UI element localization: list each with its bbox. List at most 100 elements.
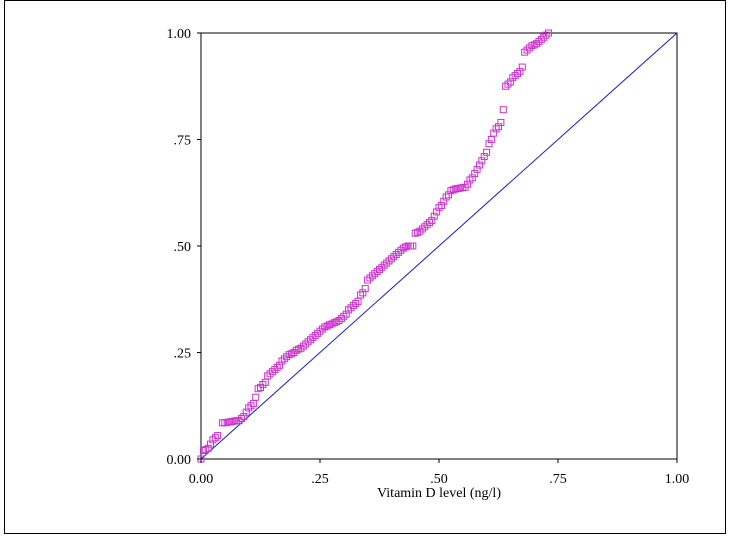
data-point (449, 186, 457, 194)
data-point (464, 180, 472, 188)
data-point (314, 329, 322, 337)
data-point (395, 248, 403, 256)
data-point (271, 366, 279, 374)
data-point (447, 187, 455, 195)
data-point (252, 393, 260, 401)
data-point (302, 340, 310, 348)
data-point (330, 319, 338, 327)
x-tick-label: .50 (430, 472, 448, 487)
data-point (276, 361, 284, 369)
data-point (299, 342, 307, 350)
data-point (442, 193, 450, 201)
data-point (235, 417, 243, 425)
data-point (511, 72, 519, 80)
x-tick-label: 0.00 (189, 472, 214, 487)
data-point (337, 314, 345, 322)
data-point (416, 227, 424, 235)
y-tick-label: .50 (174, 240, 192, 255)
data-point (328, 320, 336, 328)
data-point (480, 153, 488, 161)
data-point (390, 253, 398, 261)
data-point (280, 355, 288, 363)
data-point (483, 148, 491, 156)
data-point (380, 261, 388, 269)
data-point (323, 322, 331, 330)
data-point (349, 302, 357, 310)
data-point (373, 268, 381, 276)
data-point (371, 270, 379, 278)
data-point (345, 306, 353, 314)
data-point (409, 242, 417, 250)
data-point (445, 191, 453, 199)
data-point (352, 300, 360, 308)
data-point (266, 370, 274, 378)
data-point (475, 161, 483, 169)
data-point (544, 29, 552, 37)
data-point (540, 33, 548, 41)
data-point (516, 67, 524, 75)
data-point (533, 40, 541, 48)
data-point (468, 174, 476, 182)
data-point (316, 327, 324, 335)
data-point (340, 312, 348, 320)
data-point (490, 129, 498, 137)
data-point (214, 432, 222, 440)
data-point (245, 404, 253, 412)
pp-plot: 0.00 .25 .50 .75 1.00 0.00 .25 .50 .75 1.00 Vitam… (167, 27, 690, 501)
data-point (247, 402, 255, 410)
data-point (523, 46, 531, 54)
data-point (278, 357, 286, 365)
data-point (240, 412, 248, 420)
points-layer (197, 29, 552, 463)
chart-frame: 0.00 .25 .50 .75 1.00 0.00 .25 .50 .75 1.00 Vitam… (4, 0, 726, 534)
data-point (326, 321, 334, 329)
data-point (285, 351, 293, 359)
y-tick-label: .75 (174, 134, 192, 149)
data-point (485, 140, 493, 148)
data-point (521, 48, 529, 56)
data-point (356, 291, 364, 299)
data-point (242, 408, 250, 416)
data-point (199, 446, 207, 454)
data-point (430, 212, 438, 220)
data-point (542, 31, 550, 39)
data-point (304, 338, 312, 346)
data-point (392, 251, 400, 259)
x-tick-label: 1.00 (665, 472, 690, 487)
data-point (359, 289, 367, 297)
data-point (342, 310, 350, 318)
data-point (207, 440, 215, 448)
data-point (309, 334, 317, 342)
data-point (499, 106, 507, 114)
data-point (399, 244, 407, 252)
data-point (211, 434, 219, 442)
data-point (428, 216, 436, 224)
y-tick-label: 1.00 (167, 27, 192, 42)
data-point (518, 63, 526, 71)
data-point (364, 276, 372, 284)
data-point (273, 363, 281, 371)
data-point (435, 204, 443, 212)
x-axis-title: Vitamin D level (ng/l) (377, 486, 501, 501)
data-point (492, 125, 500, 133)
data-point (209, 436, 217, 444)
data-point (411, 229, 419, 237)
data-point (321, 323, 329, 331)
data-point (368, 272, 376, 280)
data-point (537, 35, 545, 43)
data-point (504, 80, 512, 88)
data-point (502, 82, 510, 90)
y-tick-label: .25 (174, 347, 192, 362)
data-point (495, 123, 502, 131)
data-point (268, 368, 276, 376)
data-point (335, 317, 343, 325)
data-point (528, 42, 536, 50)
data-point (514, 69, 522, 77)
data-point (361, 285, 369, 293)
data-point (535, 38, 543, 46)
data-point (440, 197, 448, 205)
data-point (306, 336, 314, 344)
data-point (425, 219, 433, 227)
data-point (466, 176, 474, 184)
data-point (433, 208, 441, 216)
